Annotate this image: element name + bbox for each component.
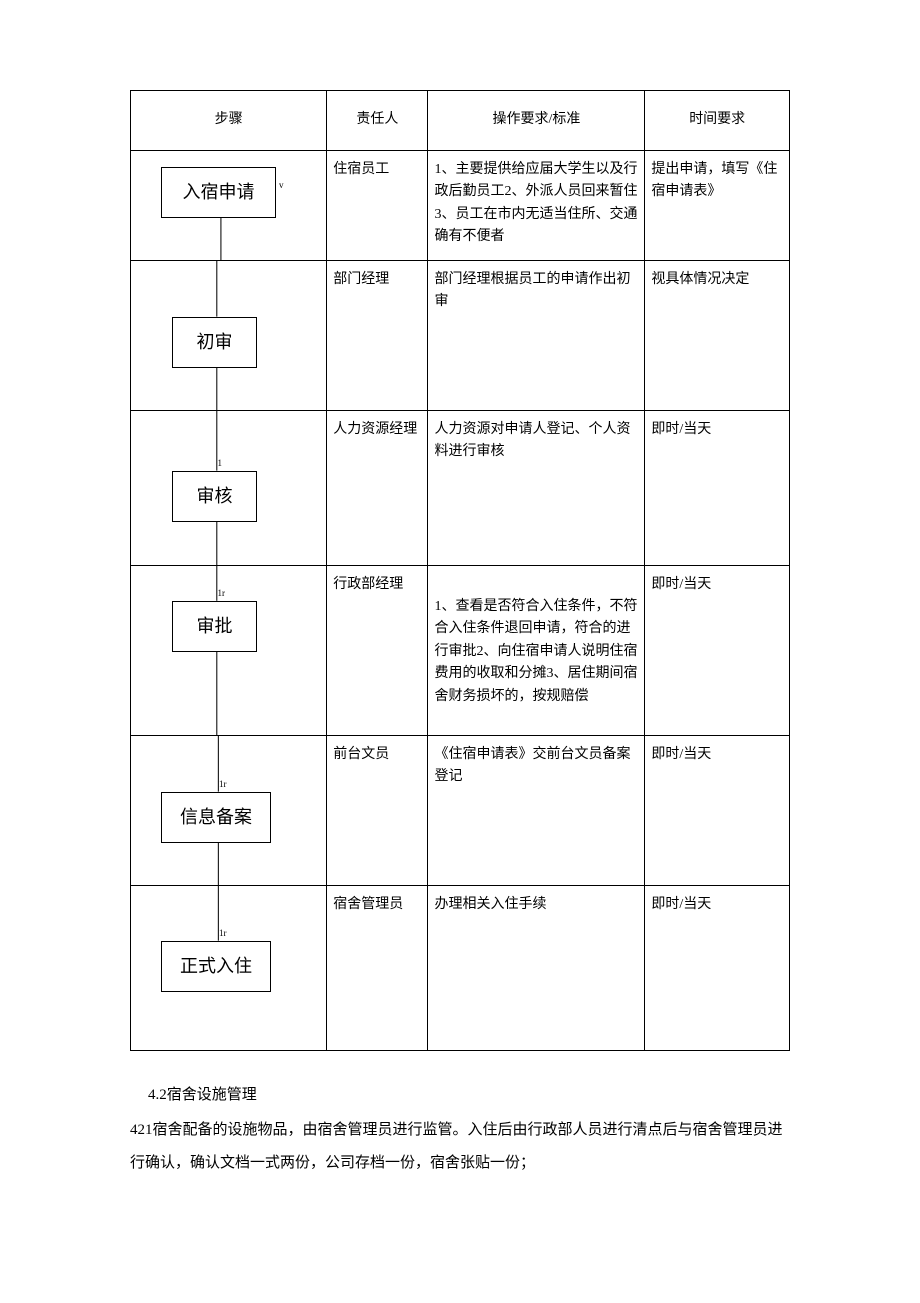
flow-cell: 1r 信息备案 bbox=[131, 736, 327, 886]
section-paragraph: 421宿舍配备的设施物品，由宿舍管理员进行监管。入住后由行政部人员进行清点后与宿… bbox=[130, 1114, 790, 1180]
cell-operation: 部门经理根据员工的申请作出初审 bbox=[428, 261, 645, 411]
cell-operation: 1、查看是否符合入住条件，不符合入住条件退回申请，符合的进行审批2、向住宿申请人… bbox=[428, 566, 645, 736]
table-row: 1r 信息备案 前台文员《住宿申请表》交前台文员备案登记即时/当天 bbox=[131, 736, 790, 886]
flow-node: 正式入住 bbox=[161, 941, 271, 992]
cell-person: 前台文员 bbox=[327, 736, 428, 886]
cell-operation: 办理相关入住手续 bbox=[428, 886, 645, 1051]
flow-node: 入宿申请 bbox=[161, 167, 276, 218]
cell-time: 视具体情况决定 bbox=[645, 261, 790, 411]
cell-operation: 1、主要提供给应届大学生以及行政后勤员工2、外派人员回来暂住3、员工在市内无适当… bbox=[428, 151, 645, 261]
table-header-row: 步骤 责任人 操作要求/标准 时间要求 bbox=[131, 91, 790, 151]
cell-operation: 人力资源对申请人登记、个人资料进行审核 bbox=[428, 411, 645, 566]
table-body: v入宿申请住宿员工1、主要提供给应届大学生以及行政后勤员工2、外派人员回来暂住3… bbox=[131, 151, 790, 1051]
table-row: 初审 部门经理部门经理根据员工的申请作出初审视具体情况决定 bbox=[131, 261, 790, 411]
table-row: 1r 审批 行政部经理1、查看是否符合入住条件，不符合入住条件退回申请，符合的进行审… bbox=[131, 566, 790, 736]
flow-cell: 初审 bbox=[131, 261, 327, 411]
cell-person: 宿舍管理员 bbox=[327, 886, 428, 1051]
cell-person: 人力资源经理 bbox=[327, 411, 428, 566]
flow-mark: 1r bbox=[219, 929, 227, 938]
section-heading: 4.2宿舍设施管理 bbox=[130, 1079, 790, 1112]
flow-mark: 1 bbox=[218, 459, 223, 468]
flow-mark: 1r bbox=[219, 780, 227, 789]
flow-cell: 1r 正式入住 bbox=[131, 886, 327, 1051]
header-operation: 操作要求/标准 bbox=[428, 91, 645, 151]
header-step: 步骤 bbox=[131, 91, 327, 151]
flow-node: 审核 bbox=[172, 471, 257, 522]
flow-node: 信息备案 bbox=[161, 792, 271, 843]
flow-cell: v入宿申请 bbox=[131, 151, 327, 261]
header-time: 时间要求 bbox=[645, 91, 790, 151]
below-text-section: 4.2宿舍设施管理 421宿舍配备的设施物品，由宿舍管理员进行监管。入住后由行政… bbox=[130, 1079, 790, 1180]
cell-time: 即时/当天 bbox=[645, 736, 790, 886]
flow-mark: v bbox=[279, 181, 284, 190]
cell-time: 提出申请，填写《住宿申请表》 bbox=[645, 151, 790, 261]
table-row: 1r 正式入住 宿舍管理员办理相关入住手续即时/当天 bbox=[131, 886, 790, 1051]
cell-operation: 《住宿申请表》交前台文员备案登记 bbox=[428, 736, 645, 886]
cell-time: 即时/当天 bbox=[645, 566, 790, 736]
flow-node: 初审 bbox=[172, 317, 257, 368]
header-person: 责任人 bbox=[327, 91, 428, 151]
cell-time: 即时/当天 bbox=[645, 886, 790, 1051]
flow-node: 审批 bbox=[172, 601, 257, 652]
cell-person: 行政部经理 bbox=[327, 566, 428, 736]
cell-person: 住宿员工 bbox=[327, 151, 428, 261]
flow-cell: 1 审核 bbox=[131, 411, 327, 566]
table-row: v入宿申请住宿员工1、主要提供给应届大学生以及行政后勤员工2、外派人员回来暂住3… bbox=[131, 151, 790, 261]
flow-mark: 1r bbox=[218, 589, 226, 598]
cell-person: 部门经理 bbox=[327, 261, 428, 411]
flow-cell: 1r 审批 bbox=[131, 566, 327, 736]
process-table: 步骤 责任人 操作要求/标准 时间要求 v入宿申请住宿员工1、主要提供给应届大学… bbox=[130, 90, 790, 1051]
table-row: 1 审核 人力资源经理人力资源对申请人登记、个人资料进行审核即时/当天 bbox=[131, 411, 790, 566]
cell-time: 即时/当天 bbox=[645, 411, 790, 566]
